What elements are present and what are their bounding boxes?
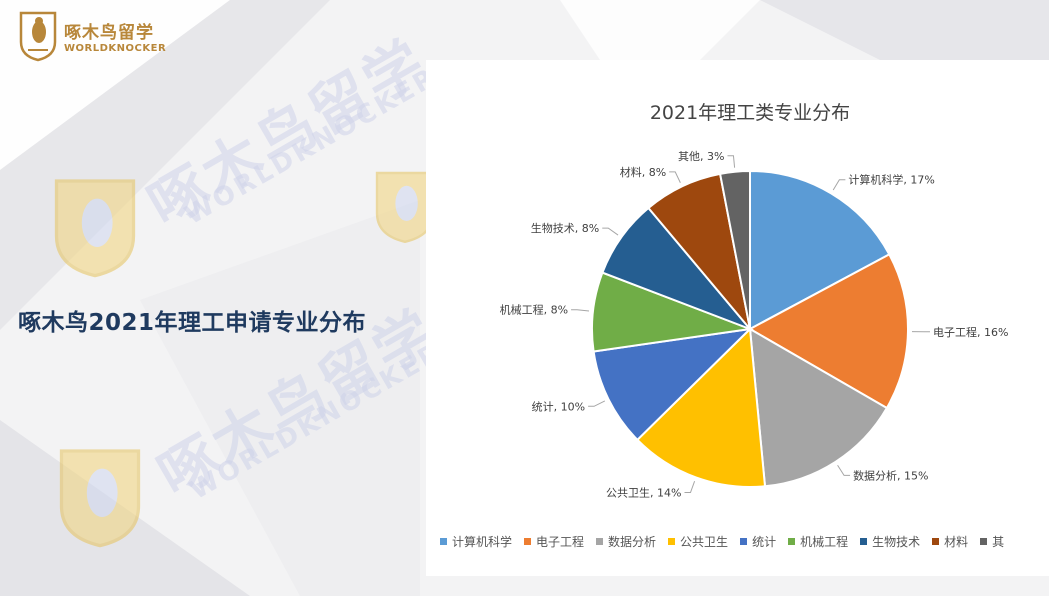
- legend-swatch: [440, 538, 447, 545]
- label-leader-line: [669, 171, 681, 183]
- legend-item: 生物技术: [860, 533, 920, 550]
- label-leader-line: [727, 155, 736, 168]
- data-label: 统计, 10%: [532, 400, 585, 413]
- legend-item: 材料: [932, 533, 968, 550]
- pie-slice: [718, 169, 751, 330]
- legend-swatch: [596, 538, 604, 545]
- brand-name-cn: 啄木鸟留学: [64, 23, 154, 43]
- data-label: 电子工程, 16%: [933, 326, 1008, 339]
- watermark-shield-icon: [59, 449, 141, 548]
- data-label: 其他, 3%: [678, 150, 724, 163]
- legend-swatch: [524, 538, 532, 545]
- data-label: 机械工程, 8%: [500, 303, 568, 317]
- legend-label: 计算机科学: [452, 535, 513, 549]
- label-leader-line: [571, 309, 590, 312]
- pie-slice: [748, 327, 889, 488]
- legend-item: 电子工程: [524, 533, 584, 550]
- legend-swatch: [788, 538, 796, 545]
- pie-slice: [635, 326, 767, 488]
- page-title: 啄木鸟2021年理工申请专业分布: [18, 310, 367, 336]
- watermark-shield-icon: [54, 179, 136, 278]
- legend-item: 机械工程: [788, 533, 848, 550]
- data-label: 材料, 8%: [620, 165, 666, 179]
- watermark-shield-icon: [375, 171, 435, 244]
- legend-label: 其: [992, 535, 1005, 549]
- legend-label: 材料: [944, 535, 969, 549]
- legend-label: 电子工程: [536, 535, 585, 549]
- legend-swatch: [668, 538, 676, 545]
- legend-item: 统计: [740, 533, 776, 550]
- legend-swatch: [932, 538, 940, 545]
- chart-legend: 计算机科学 电子工程 数据分析 公共卫生 统计 机械工程 生物技术 材料 其: [440, 533, 1004, 550]
- pie-slice: [749, 169, 891, 331]
- woodpecker-logo-icon: [19, 11, 57, 62]
- label-leader-line: [684, 481, 696, 494]
- label-leader-line: [832, 179, 846, 191]
- data-label: 数据分析, 15%: [853, 468, 928, 482]
- legend-swatch: [980, 538, 988, 545]
- legend-label: 公共卫生: [680, 535, 729, 549]
- brand-name-en: WORLDKNOCKER: [64, 43, 167, 54]
- legend-item: 公共卫生: [668, 533, 728, 550]
- legend-item: 其: [980, 533, 1004, 550]
- chart-title: 2021年理工类专业分布: [649, 102, 851, 124]
- label-leader-line: [588, 400, 606, 407]
- legend-label: 机械工程: [800, 535, 849, 549]
- legend-label: 统计: [752, 535, 777, 549]
- data-label: 计算机科学, 17%: [848, 173, 934, 187]
- label-leader-line: [602, 227, 619, 236]
- chart-panel: 2021年理工类专业分布 计算机科学, 17% 电子工程, 16% 数据分析, 15…: [426, 60, 1049, 576]
- pie-chart: 计算机科学, 17% 电子工程, 16% 数据分析, 15% 公共卫生, 14% 统计,…: [500, 150, 1009, 500]
- data-label: 生物技术, 8%: [531, 221, 599, 235]
- legend-swatch: [740, 538, 748, 545]
- legend-label: 生物技术: [872, 535, 921, 549]
- legend-swatch: [860, 538, 868, 545]
- legend-label: 数据分析: [608, 535, 657, 549]
- label-leader-line: [837, 465, 851, 476]
- legend-item: 计算机科学: [440, 533, 512, 550]
- data-label: 公共卫生, 14%: [606, 486, 681, 500]
- legend-item: 数据分析: [596, 533, 656, 550]
- pie-slice: [747, 253, 909, 410]
- pie-slice: [592, 327, 753, 442]
- brand-logo: 啄木鸟留学 WORLDKNOCKER: [18, 10, 166, 62]
